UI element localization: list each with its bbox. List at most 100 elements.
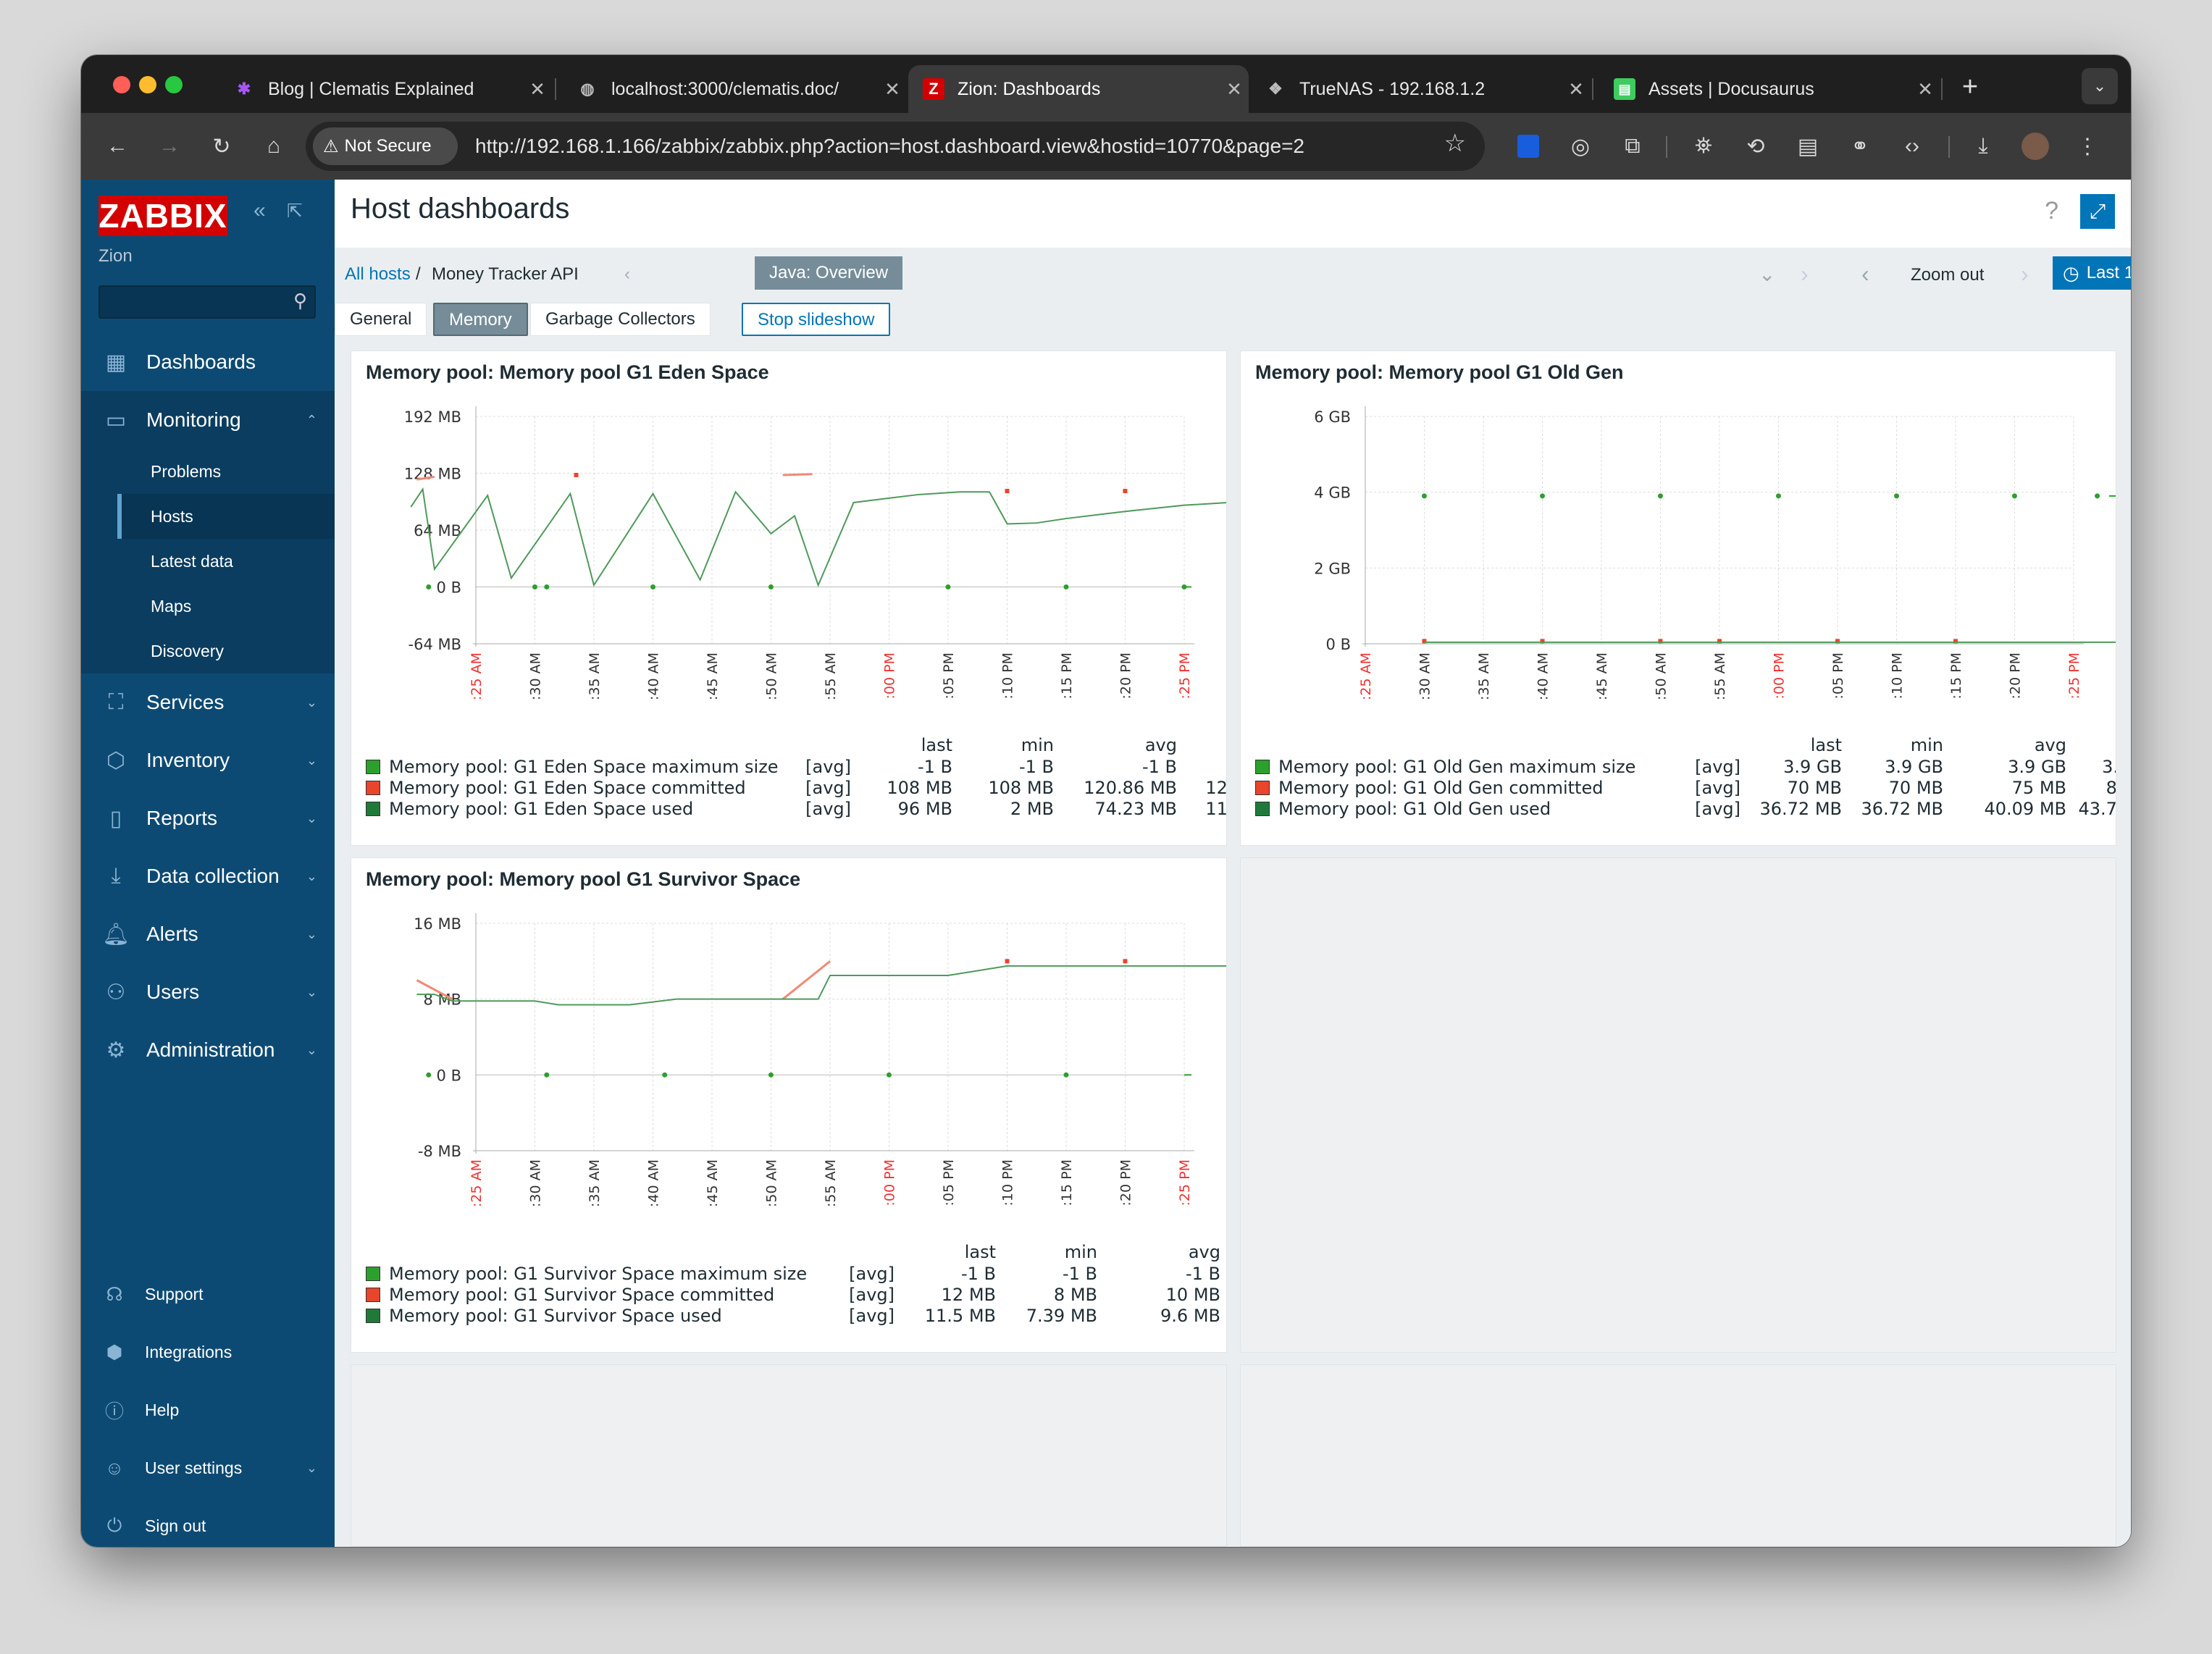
reload-icon[interactable]: ↻ (212, 134, 231, 159)
tab-memory[interactable]: Memory (433, 303, 528, 336)
home-icon[interactable]: ⌂ (267, 134, 281, 158)
legend-series-name: Memory pool: G1 Survivor Space maximum s… (389, 1264, 808, 1284)
chevron-down-icon[interactable]: ⌄ (1759, 263, 1776, 285)
browser-tab[interactable]: ◍ localhost:3000/clematis.doc/ ✕ (562, 65, 907, 113)
nav-services[interactable]: ⛶ Services ⌄ (81, 673, 335, 731)
close-tab-icon[interactable]: ✕ (1226, 77, 1242, 100)
browser-tab[interactable]: ▤ Assets | Docusaurus ✕ (1599, 65, 1940, 113)
menu-kebab-icon[interactable]: ⋮ (2077, 134, 2098, 159)
legend-header-last: last (1810, 735, 1842, 755)
tab-general[interactable]: General (335, 303, 427, 336)
search-icon[interactable]: ⚲ (293, 290, 307, 311)
subnav-discovery[interactable]: Discovery (117, 629, 335, 673)
subnav-latest-data[interactable]: Latest data (117, 539, 335, 584)
code-icon[interactable]: ‹› (1905, 134, 1919, 158)
incognito-icon[interactable]: ⛯ (1695, 134, 1712, 158)
tab-garbage-collectors[interactable]: Garbage Collectors (530, 303, 711, 336)
download-icon[interactable]: ⤓ (1978, 134, 1988, 158)
y-tick-label: 6 GB (1314, 408, 1351, 426)
browser-tab-active[interactable]: Z Zion: Dashboards ✕ (908, 65, 1249, 113)
bell-icon: 🔔︎ (101, 922, 130, 946)
nav-data-collection[interactable]: ⤓ Data collection ⌄ (81, 847, 335, 905)
maximize-window-button[interactable] (165, 76, 183, 93)
browser-tab[interactable]: ✱ Blog | Clematis Explained ✕ (219, 65, 552, 113)
kiosk-sidebar-icon[interactable]: ⇱ (287, 200, 303, 222)
link-icon[interactable]: ⚭ (1851, 134, 1869, 159)
collapse-sidebar-icon[interactable]: « (254, 198, 266, 222)
tab-search-chevron-icon[interactable]: ⌄ (2082, 68, 2118, 104)
back-icon[interactable]: ← (106, 134, 128, 158)
x-tick-label: 12:00 PM (882, 652, 898, 699)
search-input[interactable]: ⚲ (99, 285, 316, 319)
x-tick-label: 08-11 12:25 PM (1177, 652, 1193, 699)
globe-icon: ◍ (580, 80, 595, 98)
breadcrumb-all-hosts[interactable]: All hosts (345, 264, 411, 284)
legend-value-max: 12 MB (1220, 1285, 1226, 1305)
legend-value-agg: [avg] (849, 1306, 895, 1326)
zoom-out-button[interactable]: Zoom out (1911, 265, 1985, 285)
close-tab-icon[interactable]: ✕ (884, 77, 900, 100)
series-point-max (945, 584, 951, 589)
subnav-hosts[interactable]: Hosts (117, 494, 335, 539)
nav-integrations[interactable]: ⬢ Integrations (81, 1327, 335, 1377)
minimize-window-button[interactable] (139, 76, 156, 93)
series-point-max (426, 1072, 432, 1078)
nav-help[interactable]: ⓘ Help (81, 1385, 335, 1435)
bookmark-star-icon[interactable]: ☆ (1444, 130, 1466, 157)
chevron-left-icon[interactable]: ‹ (624, 264, 630, 284)
nav-reports[interactable]: ▯ Reports ⌄ (81, 789, 335, 847)
chevron-down-icon: ⌄ (306, 926, 317, 941)
close-window-button[interactable] (113, 76, 130, 93)
legend-value-avg: -1 B (1141, 757, 1177, 777)
question-icon: ⓘ (104, 1400, 124, 1422)
address-bar[interactable]: ⚠ Not Secure http://192.168.1.166/zabbix… (306, 122, 1485, 171)
x-tick-label: 12:20 PM (1118, 1159, 1134, 1206)
zabbix-logo[interactable]: ZABBIX (99, 196, 227, 236)
profile-avatar[interactable] (2016, 127, 2054, 165)
dashboard-selector[interactable]: Java: Overview (755, 256, 903, 290)
nav-dashboards[interactable]: ▦ Dashboards (81, 333, 335, 391)
x-tick-label: 12:20 PM (2008, 652, 2024, 699)
security-chip[interactable]: ⚠ Not Secure (313, 127, 458, 165)
kiosk-mode-icon[interactable]: ⤢ (2080, 194, 2115, 229)
nav-sign-out[interactable]: ⏻ Sign out (81, 1500, 335, 1547)
bitwarden-icon[interactable] (1509, 127, 1547, 165)
forward-icon[interactable]: → (159, 134, 180, 158)
nav-alerts[interactable]: 🔔︎ Alerts ⌄ (81, 905, 335, 963)
stop-slideshow-button[interactable]: Stop slideshow (742, 303, 891, 336)
close-tab-icon[interactable]: ✕ (1917, 77, 1933, 100)
nav-users[interactable]: ⚇ Users ⌄ (81, 963, 335, 1021)
nav-administration[interactable]: ⚙ Administration ⌄ (81, 1021, 335, 1079)
legend-value-max: 128 MB (1205, 778, 1227, 798)
time-forward-icon[interactable]: › (2021, 261, 2029, 287)
subnav-maps[interactable]: Maps (117, 584, 335, 629)
nav-support[interactable]: ☊ Support (81, 1269, 335, 1319)
nav-inventory[interactable]: ⬡ Inventory ⌄ (81, 731, 335, 789)
series-line-committed (416, 979, 453, 1000)
x-tick-label: 11:35 AM (587, 652, 603, 699)
series-point-max (1894, 493, 1899, 499)
browser-tab[interactable]: ❖ TrueNAS - 192.168.1.2 ✕ (1250, 65, 1591, 113)
url-text[interactable]: http://192.168.1.166/zabbix/zabbix.php?a… (475, 135, 1304, 157)
reading-list-icon[interactable]: ▤ (1797, 134, 1819, 159)
new-tab-icon[interactable]: + (1961, 72, 1979, 102)
extensions-puzzle-icon[interactable]: ⧉ (1625, 134, 1641, 158)
docusaurus-icon: ▤ (1614, 78, 1635, 100)
legend-value-avg: 74.23 MB (1094, 799, 1177, 819)
x-tick-label: 12:05 PM (1830, 652, 1846, 699)
time-back-icon[interactable]: ‹ (1861, 261, 1869, 287)
help-icon[interactable]: ? (2045, 197, 2058, 224)
close-tab-icon[interactable]: ✕ (1568, 77, 1584, 100)
nav-monitoring[interactable]: ▭ Monitoring ⌃ (81, 391, 335, 449)
sidebar: ZABBIX « ⇱ Zion ⚲ ▦ Dashboards ▭ Monitor… (81, 180, 335, 1547)
nav-user-settings[interactable]: ☺ User settings ⌄ (81, 1443, 335, 1493)
history-icon[interactable]: ⟲ (1746, 134, 1765, 159)
breadcrumb-host: Money Tracker API (432, 264, 579, 284)
time-range-button[interactable]: ◷ Last 1 hour (2053, 256, 2131, 290)
subnav-problems[interactable]: Problems (117, 449, 335, 494)
extension-target-icon[interactable]: ◎ (1570, 134, 1591, 159)
legend-header-last: last (921, 735, 952, 755)
close-tab-icon[interactable]: ✕ (529, 77, 545, 100)
x-tick-label: 12:05 PM (941, 1159, 957, 1206)
chevron-right-icon[interactable]: › (1801, 261, 1809, 287)
